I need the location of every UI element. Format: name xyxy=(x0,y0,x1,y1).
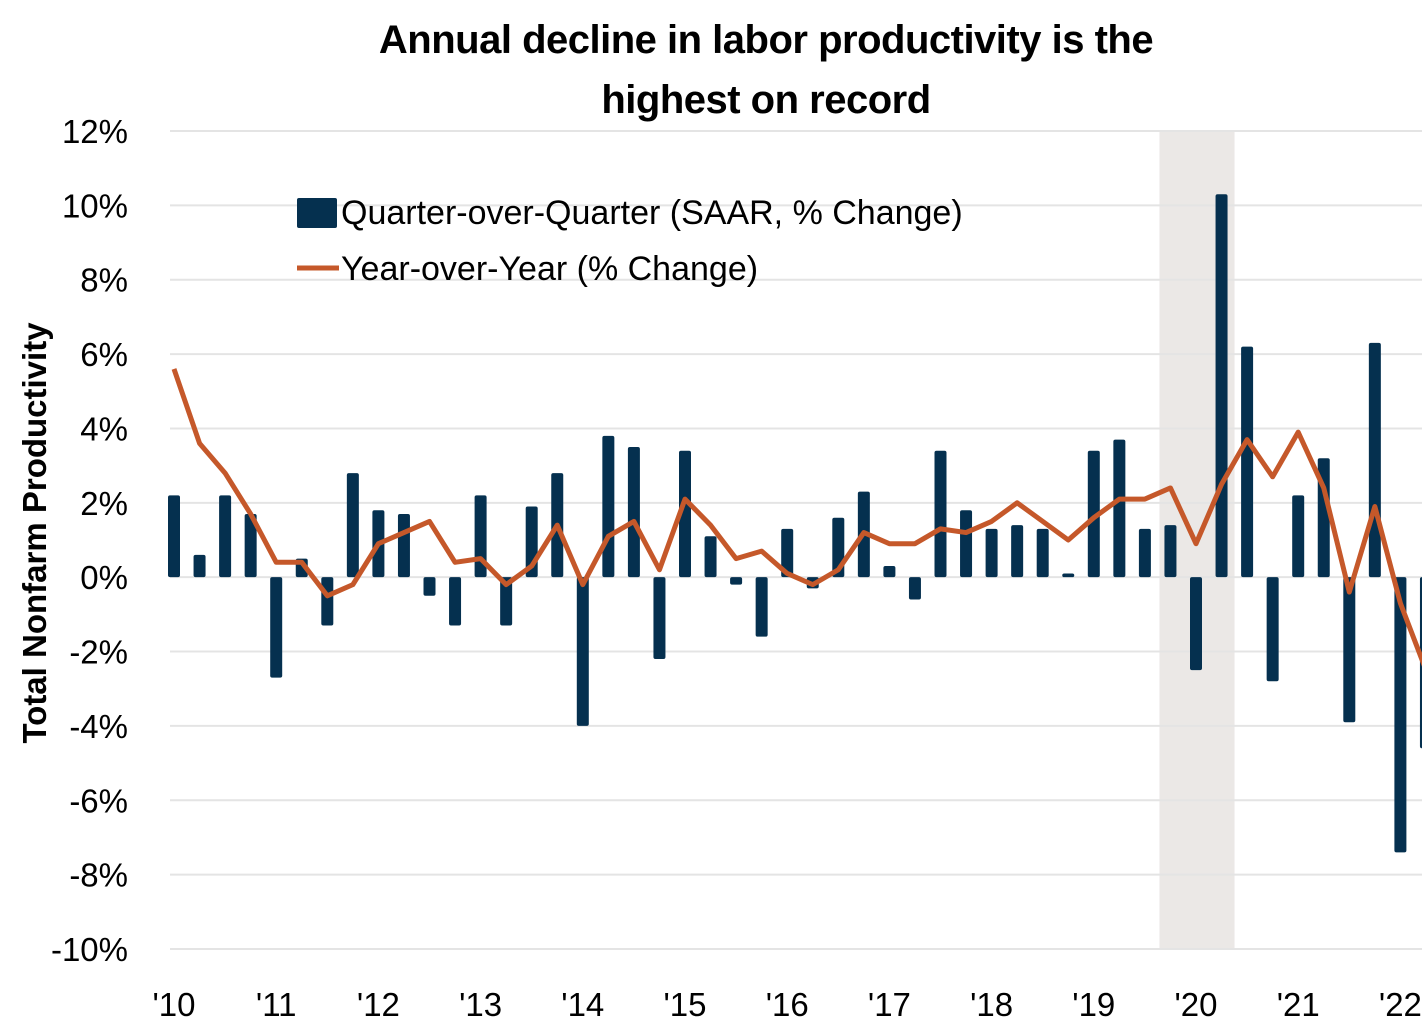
x-tick-label: '15 xyxy=(663,986,706,1023)
x-axis-ticks: '10 '11 '12 '13 '14 '15 '16 '17 '18 '19 '20 '21 '22 xyxy=(152,986,1421,1023)
qoq-bar xyxy=(1036,528,1049,578)
y-tick-label: -4% xyxy=(69,708,128,745)
x-tick-label: '11 xyxy=(256,986,297,1023)
y-tick-label: -10% xyxy=(51,931,128,968)
y-tick-label: 10% xyxy=(62,187,128,224)
x-tick-label: '14 xyxy=(561,986,604,1023)
qoq-bar xyxy=(449,577,462,626)
x-tick-label: '13 xyxy=(459,986,502,1023)
legend: Quarter-over-Quarter (SAAR, % Change) Ye… xyxy=(297,194,963,288)
qoq-bar xyxy=(423,577,436,596)
legend-bar-swatch xyxy=(297,198,337,228)
yoy-line xyxy=(171,368,1422,667)
y-axis-label: Total Nonfarm Productivity xyxy=(16,322,53,744)
qoq-bar xyxy=(1062,573,1075,578)
y-tick-label: -6% xyxy=(69,782,128,819)
x-tick-label: '19 xyxy=(1072,986,1115,1023)
qoq-bar xyxy=(934,450,947,578)
qoq-bar xyxy=(627,447,640,578)
qoq-bar xyxy=(346,473,359,578)
y-tick-label: 0% xyxy=(80,559,128,596)
y-tick-label: 8% xyxy=(80,262,128,299)
qoq-bar xyxy=(244,513,257,578)
qoq-bar xyxy=(1215,194,1228,578)
qoq-bar xyxy=(1394,577,1407,853)
chart-title-line-2: highest on record xyxy=(601,78,931,122)
x-tick-label: '22 xyxy=(1379,986,1422,1023)
qoq-bar xyxy=(1317,458,1330,578)
x-tick-label: '10 xyxy=(152,986,195,1023)
qoq-bar xyxy=(1292,495,1305,578)
legend-line-label: Year-over-Year (% Change) xyxy=(341,250,758,288)
qoq-bar xyxy=(1164,525,1177,578)
qoq-bar xyxy=(1241,346,1254,578)
x-tick-label: '12 xyxy=(357,986,400,1023)
qoq-bar xyxy=(908,577,921,600)
y-tick-label: 4% xyxy=(80,410,128,447)
qoq-bar xyxy=(1087,450,1100,578)
yoy-line-layer xyxy=(171,368,1422,667)
x-tick-label: '16 xyxy=(766,986,809,1023)
qoq-bar xyxy=(883,566,896,578)
x-tick-label: '21 xyxy=(1277,986,1320,1023)
y-tick-label: 12% xyxy=(62,113,128,150)
y-tick-label: -8% xyxy=(69,857,128,894)
qoq-bar xyxy=(168,495,180,578)
qoq-bar xyxy=(1190,577,1202,671)
qoq-bar xyxy=(1266,577,1279,682)
chart-title: Annual decline in labor productivity is … xyxy=(0,10,1422,130)
qoq-bar xyxy=(1368,342,1381,578)
qoq-bar xyxy=(653,577,666,659)
x-tick-label: '20 xyxy=(1174,986,1217,1023)
qoq-bar xyxy=(270,577,283,678)
chart-title-line-1: Annual decline in labor productivity is … xyxy=(378,18,1154,62)
qoq-bar xyxy=(730,577,743,585)
qoq-bar xyxy=(781,528,794,578)
qoq-bar xyxy=(193,554,206,578)
gridlines xyxy=(170,130,1422,950)
legend-bar-label: Quarter-over-Quarter (SAAR, % Change) xyxy=(341,194,963,232)
qoq-bar xyxy=(219,495,232,578)
qoq-bar xyxy=(679,450,691,578)
qoq-bar xyxy=(602,435,615,578)
qoq-bar xyxy=(397,513,410,578)
y-axis-ticks: 12% 10% 8% 6% 4% 2% 0% -2% -4% -6% -8% -10% xyxy=(51,113,128,968)
y-tick-label: 2% xyxy=(80,485,128,522)
qoq-bar xyxy=(576,577,589,726)
y-tick-label: -2% xyxy=(69,634,128,671)
qoq-bar xyxy=(500,577,513,626)
x-tick-label: '17 xyxy=(868,986,911,1023)
qoq-bar xyxy=(960,510,973,578)
qoq-bar xyxy=(985,528,998,578)
qoq-bar xyxy=(1343,577,1356,723)
qoq-bar xyxy=(1138,528,1151,578)
qoq-bar xyxy=(1011,525,1024,578)
qoq-bar xyxy=(704,536,717,578)
qoq-bar xyxy=(1113,439,1126,578)
x-tick-label: '18 xyxy=(970,986,1013,1023)
y-tick-label: 6% xyxy=(80,336,128,373)
qoq-bar xyxy=(321,577,334,626)
qoq-bar xyxy=(755,577,768,637)
